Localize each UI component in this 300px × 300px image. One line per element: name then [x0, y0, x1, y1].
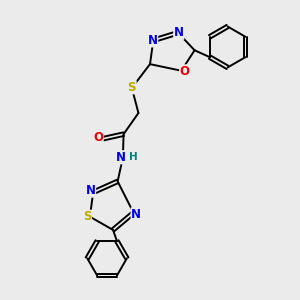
Text: H: H [129, 152, 138, 162]
Text: N: N [148, 34, 158, 47]
Text: S: S [128, 81, 136, 94]
Text: O: O [93, 131, 103, 144]
Text: N: N [131, 208, 141, 221]
Text: N: N [174, 26, 184, 39]
Text: S: S [83, 210, 92, 223]
Text: N: N [85, 184, 96, 197]
Text: O: O [180, 65, 190, 78]
Text: N: N [116, 151, 126, 164]
